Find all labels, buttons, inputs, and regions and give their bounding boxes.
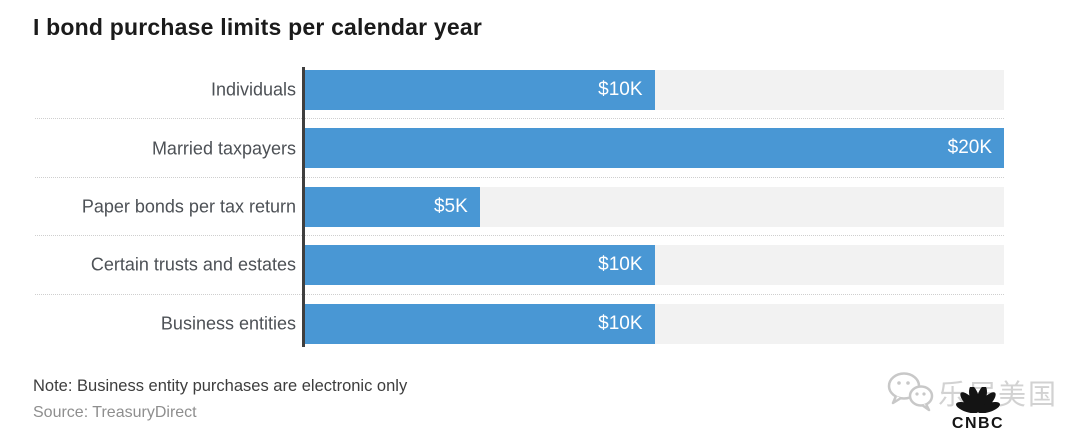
bar: $10K (305, 303, 655, 344)
cnbc-peacock-icon (950, 385, 1006, 417)
bar-track: $10K (305, 70, 1004, 110)
bar-value-label: $10K (598, 312, 643, 334)
chart-row: Individuals $10K (0, 61, 1080, 120)
cnbc-wordmark: CNBC (951, 415, 1005, 432)
row-separator (35, 176, 1004, 178)
bar-track: $20K (305, 128, 1004, 169)
chart-title: I bond purchase limits per calendar year (33, 14, 482, 40)
bar-track: $10K (305, 303, 1004, 344)
bar-chart: Individuals $10K Married taxpayers $20K … (0, 61, 1080, 353)
source-text: Source: TreasuryDirect (33, 404, 197, 421)
bar: $10K (305, 245, 655, 286)
category-label: Business entities (160, 313, 296, 334)
category-label: Certain trusts and estates (90, 254, 296, 275)
note-text: Note: Business entity purchases are elec… (33, 377, 408, 395)
chart-row: Business entities $10K (0, 295, 1080, 353)
bar-value-label: $10K (598, 79, 643, 100)
bar-value-label: $20K (947, 137, 992, 159)
chart-row: Paper bonds per tax return $5K (0, 178, 1080, 237)
bar: $20K (305, 128, 1004, 169)
row-separator (35, 293, 1004, 295)
cnbc-logo: CNBC (948, 385, 1008, 432)
bar: $5K (305, 186, 480, 227)
category-label: Individuals (210, 79, 296, 100)
axis-line (302, 67, 305, 347)
wechat-icon (886, 371, 934, 418)
chart-row: Married taxpayers $20K (0, 119, 1080, 178)
bar: $10K (305, 70, 655, 110)
bar-value-label: $10K (598, 254, 643, 276)
bar-track: $10K (305, 245, 1004, 286)
chart-row: Certain trusts and estates $10K (0, 236, 1080, 295)
bar-track: $5K (305, 186, 1004, 227)
row-separator (35, 118, 1004, 120)
category-label: Married taxpayers (151, 138, 296, 159)
row-separator (35, 235, 1004, 237)
bar-value-label: $5K (433, 195, 468, 217)
category-label: Paper bonds per tax return (81, 196, 296, 217)
